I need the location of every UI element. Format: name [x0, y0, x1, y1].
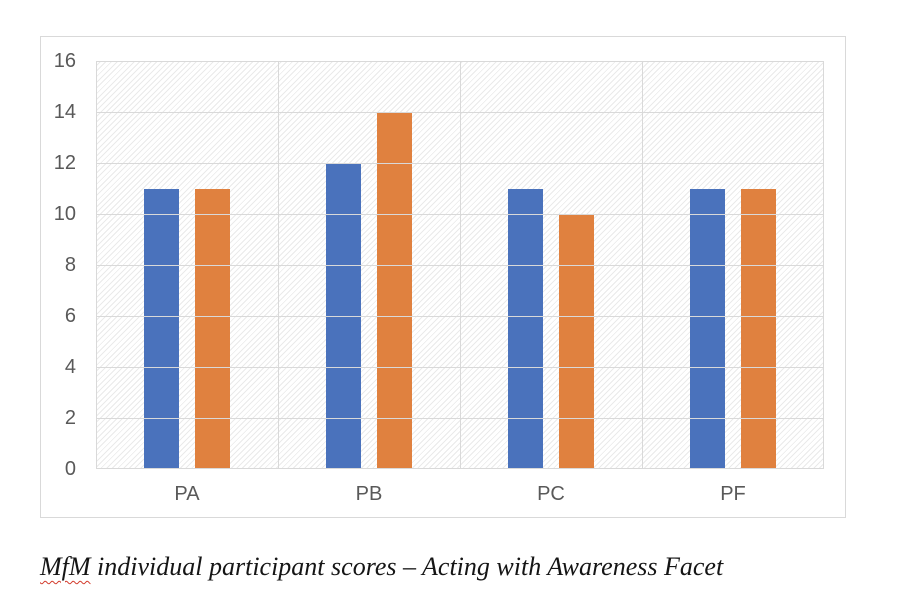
category-cell [460, 61, 642, 469]
x-axis-labels: PA PB PC PF [96, 479, 824, 509]
y-tick-label: 4 [64, 356, 76, 378]
bar-blue-PF [690, 188, 725, 469]
caption-text: individual participant scores – Acting w… [90, 552, 724, 581]
figure-caption: MfM individual participant scores – Acti… [40, 551, 723, 584]
bar-orange-PB [377, 112, 412, 469]
v-gridline [823, 61, 824, 469]
v-gridline [642, 61, 643, 469]
caption-misspelled-word: MfM [40, 552, 91, 581]
bar-chart: 0 2 4 6 8 10 12 14 16 PA PB PC PF [40, 36, 846, 518]
x-tick-label: PC [537, 483, 565, 505]
bars-container [96, 61, 824, 469]
bar-orange-PC [559, 214, 594, 469]
y-tick-label: 8 [64, 254, 76, 276]
v-gridline [460, 61, 461, 469]
y-tick-label: 6 [64, 305, 76, 327]
y-tick-label: 14 [53, 101, 76, 123]
bar-orange-PA [195, 188, 230, 469]
y-tick-label: 16 [53, 50, 76, 72]
x-tick-label: PB [355, 483, 383, 505]
y-tick-label: 12 [53, 152, 76, 174]
x-tick-label: PA [174, 483, 200, 505]
y-axis-labels: 0 2 4 6 8 10 12 14 16 [41, 51, 76, 479]
plot-area [96, 61, 824, 469]
v-gridline [278, 61, 279, 469]
category-cell [642, 61, 824, 469]
bar-blue-PA [144, 188, 179, 469]
bar-blue-PC [508, 188, 543, 469]
x-tick-label: PF [720, 483, 746, 505]
y-tick-label: 10 [53, 203, 76, 225]
y-tick-label: 2 [64, 407, 76, 429]
bar-orange-PF [741, 188, 776, 469]
v-gridline [96, 61, 97, 469]
category-cell [96, 61, 278, 469]
y-tick-label: 0 [64, 458, 76, 480]
